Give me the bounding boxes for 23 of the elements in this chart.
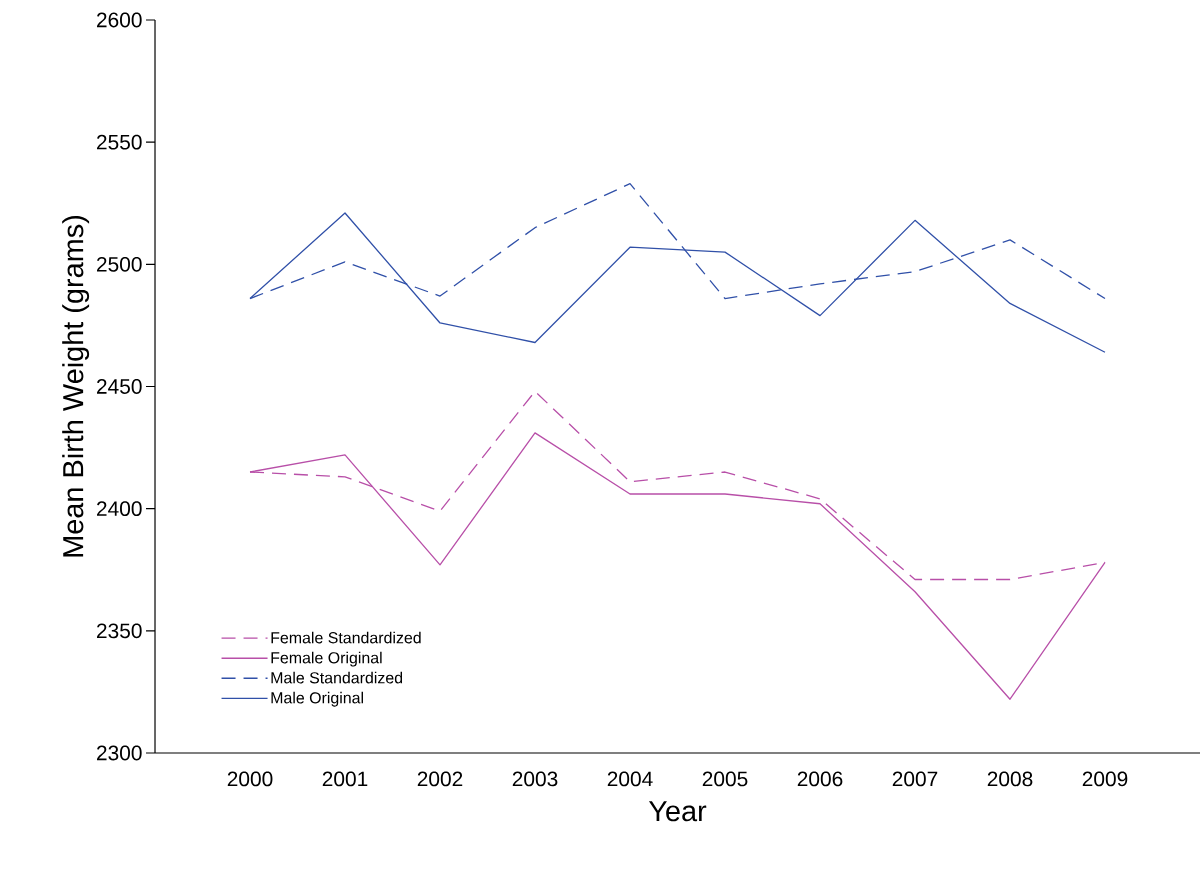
x-tick-label: 2009 bbox=[1082, 771, 1128, 787]
legend-label: Male Standardized bbox=[271, 671, 403, 684]
y-axis-title: Mean Birth Weight (grams) bbox=[62, 215, 90, 557]
y-tick-label: 2400 bbox=[96, 501, 142, 517]
y-tick-label: 2450 bbox=[96, 379, 142, 394]
x-tick-label: 2003 bbox=[512, 771, 558, 787]
x-tick-label: 2001 bbox=[322, 771, 368, 787]
x-axis-title: Year bbox=[648, 801, 707, 822]
x-tick-label: 2005 bbox=[702, 771, 748, 787]
y-tick-label: 2500 bbox=[96, 256, 142, 272]
x-tick-label: 2006 bbox=[797, 771, 843, 787]
legend-label: Female Standardized bbox=[271, 631, 421, 644]
x-tick-label: 2004 bbox=[607, 771, 653, 787]
y-tick-label: 2600 bbox=[96, 12, 142, 28]
y-tick-label: 2550 bbox=[96, 134, 142, 150]
legend-label: Female Original bbox=[271, 651, 382, 667]
x-tick-label: 2007 bbox=[892, 771, 938, 787]
x-tick-label: 2000 bbox=[227, 771, 273, 787]
x-tick-label: 2002 bbox=[417, 771, 463, 787]
legend-label: Male Original bbox=[271, 691, 363, 707]
x-tick-label: 2008 bbox=[987, 771, 1033, 787]
y-tick-label: 2300 bbox=[96, 745, 142, 761]
y-tick-label: 2350 bbox=[96, 623, 142, 639]
